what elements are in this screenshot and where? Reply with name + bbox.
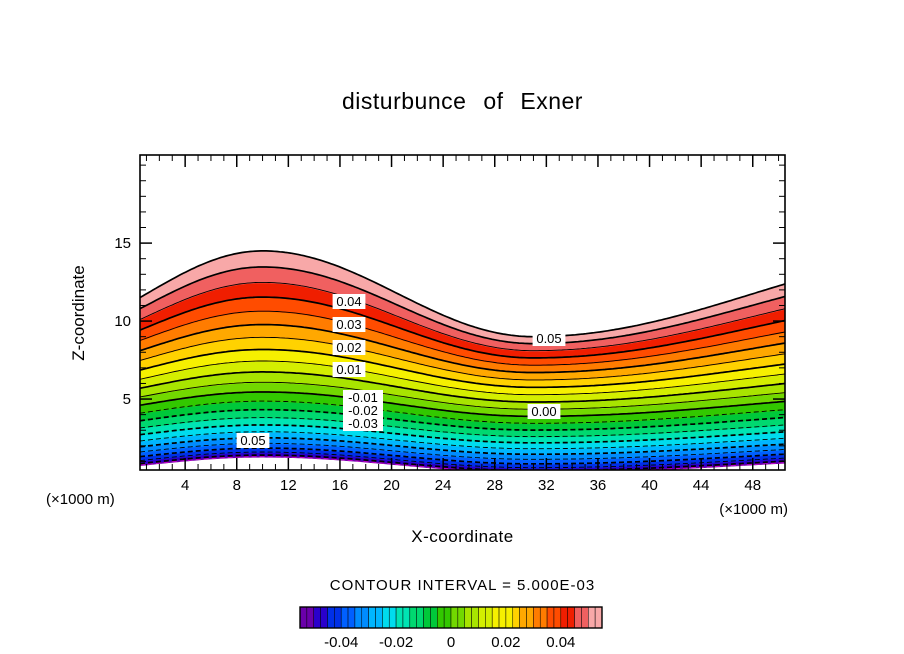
chart-title: disturbunce of Exner [342, 88, 583, 114]
x-tick-label: 4 [181, 477, 189, 494]
contour-label: 0.01 [336, 362, 361, 377]
x-tick-label: 44 [693, 477, 710, 494]
contour-label: 0.03 [336, 317, 361, 332]
y-tick-label: 10 [114, 313, 131, 330]
x-tick-label: 8 [233, 477, 241, 494]
x-tick-label: 20 [383, 477, 400, 494]
contour-label: 0.05 [536, 331, 561, 346]
colorbar-tick-label: 0 [447, 634, 455, 651]
x-tick-label: 12 [280, 477, 297, 494]
colorbar-tick-label: 0.04 [546, 634, 575, 651]
contour-interval-text: CONTOUR INTERVAL = 5.000E-03 [329, 577, 596, 594]
colorbar-tick-label: 0.02 [491, 634, 520, 651]
y-tick-label: 5 [123, 391, 131, 408]
x-tick-label: 28 [486, 477, 503, 494]
x-tick-label: 36 [590, 477, 607, 494]
x-tick-label: 16 [332, 477, 349, 494]
contour-label: -0.02 [348, 403, 378, 418]
x-axis-label: X-coordinate [411, 527, 514, 546]
x-tick-label: 40 [641, 477, 658, 494]
contour-label: 0.04 [336, 294, 361, 309]
x-unit-label-right: (×1000 m) [719, 501, 788, 518]
contour-label: -0.01 [348, 390, 378, 405]
contour-label: -0.03 [348, 416, 378, 431]
x-tick-label: 48 [744, 477, 761, 494]
x-unit-label-left: (×1000 m) [46, 491, 115, 508]
colorbar-tick-label: -0.04 [324, 634, 358, 651]
contour-label: 0.00 [531, 404, 556, 419]
contour-label: 0.02 [336, 340, 361, 355]
contour-label: 0.05 [240, 433, 265, 448]
x-tick-label: 32 [538, 477, 555, 494]
y-tick-label: 15 [114, 235, 131, 252]
y-axis-label: Z-coordinate [69, 265, 88, 361]
contour-labels: 0.04 0.03 0.02 0.01 0.05 0.00 -0.01-0.02-0.03 0… [236, 294, 566, 448]
colorbar: -0.04 -0.02 0 0.02 0.04 [299, 606, 603, 651]
x-tick-label: 24 [435, 477, 452, 494]
plot-frame [139, 154, 786, 471]
colorbar-tick-label: -0.02 [379, 634, 413, 651]
